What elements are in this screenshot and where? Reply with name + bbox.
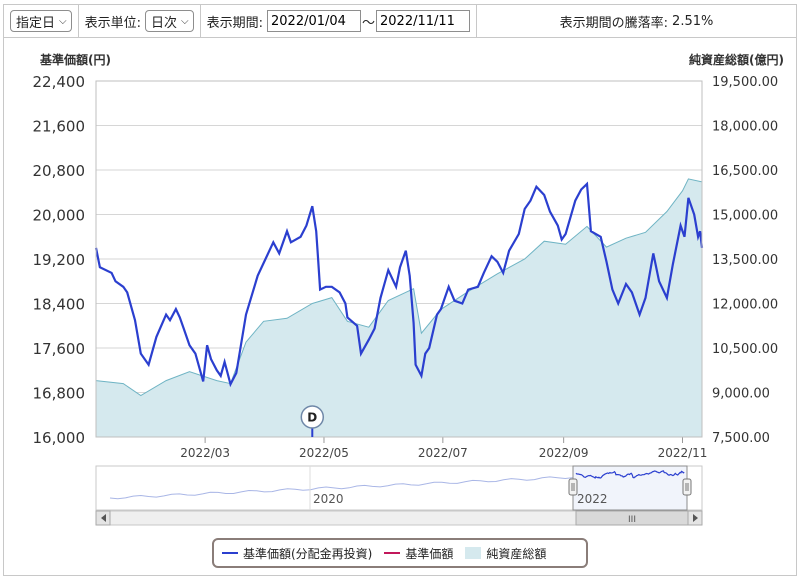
scrollbar-grip: III xyxy=(628,515,636,525)
left-tick-label: 16,000 xyxy=(33,429,86,447)
nav-reinvested-line xyxy=(94,181,704,388)
chart-frame xyxy=(3,38,797,576)
scrollbar[interactable]: III xyxy=(95,510,703,526)
chart-legend: 基準価額(分配金再投資) 基準価額 純資産総額 xyxy=(212,538,588,568)
date-mode-select[interactable]: 指定日 ⌵ xyxy=(10,10,72,32)
right-tick-label: 16,500.00 xyxy=(712,164,778,179)
event-marker[interactable]: D xyxy=(300,405,325,437)
scroll-left-button[interactable] xyxy=(95,510,111,526)
right-tick-label: 19,500.00 xyxy=(712,75,778,90)
legend-swatch-nav-reinvested xyxy=(222,552,238,554)
scroll-right-button[interactable] xyxy=(687,510,703,526)
left-tick-label: 22,400 xyxy=(33,73,86,91)
navigator-selected-line xyxy=(575,470,685,479)
unit-label: 表示単位: xyxy=(84,15,141,31)
change-label: 表示期間の騰落率: xyxy=(559,15,669,31)
navigator-year-2022: 2022 xyxy=(577,492,608,506)
legend-label-nav-reinvested: 基準価額(分配金再投資) xyxy=(243,546,373,561)
x-tick-label: 2022/09 xyxy=(539,446,589,460)
right-tick-label: 10,500.00 xyxy=(712,342,778,357)
x-tick-label: 2022/05 xyxy=(299,446,349,460)
left-tick-label: 16,800 xyxy=(33,385,86,403)
unit-value: 日次 xyxy=(151,15,178,31)
legend-item-nav-reinvested[interactable]: 基準価額(分配金再投資) xyxy=(222,545,372,562)
chart-toolbar: 指定日 ⌵ 表示単位: 日次 ⌵ 表示期間: 〜 表示期間の騰落率: 2.51% xyxy=(3,4,797,38)
arrow-right-icon xyxy=(693,514,698,522)
navigator-handle-right[interactable] xyxy=(682,478,692,496)
period-tilde: 〜 xyxy=(362,15,376,31)
right-tick-labels: 7,500.00 9,000.00 10,500.00 12,000.00 13,500… xyxy=(712,75,778,446)
right-tick-label: 12,000.00 xyxy=(712,298,778,313)
left-tick-label: 20,000 xyxy=(33,207,86,225)
event-marker-circle[interactable] xyxy=(300,405,325,429)
navigator-year-2020: 2020 xyxy=(313,492,344,506)
arrow-left-icon xyxy=(101,514,106,522)
change-cell: 表示期間の騰落率: 2.51% xyxy=(477,5,796,37)
change-value: 2.51% xyxy=(672,13,714,29)
date-mode-cell: 指定日 ⌵ xyxy=(4,5,79,37)
right-tick-label: 18,000.00 xyxy=(712,120,778,135)
navigator-overview-line xyxy=(109,476,574,500)
left-tick-label: 18,400 xyxy=(33,296,86,314)
chevron-down-icon: ⌵ xyxy=(59,15,67,27)
period-cell: 表示期間: 〜 xyxy=(201,5,478,37)
right-axis-title: 純資産総額(億円) xyxy=(689,52,784,67)
right-tick-label: 7,500.00 xyxy=(712,431,770,446)
period-label: 表示期間: xyxy=(206,15,263,31)
left-tick-labels: 16,000 16,800 17,600 18,400 19,200 20,000 20,8… xyxy=(33,73,86,447)
event-marker-label: D xyxy=(307,411,317,425)
x-tick-label: 2022/03 xyxy=(180,446,230,460)
legend-item-nav[interactable]: 基準価額 xyxy=(384,545,453,562)
legend-swatch-assets xyxy=(465,547,482,559)
right-tick-label: 15,000.00 xyxy=(712,209,778,224)
left-tick-label: 20,800 xyxy=(33,162,86,180)
legend-item-assets[interactable]: 純資産総額 xyxy=(465,545,546,562)
assets-area xyxy=(96,178,702,437)
start-date-input[interactable] xyxy=(267,10,361,32)
x-tick-labels: 2022/03 2022/05 2022/07 2022/09 2022/11 xyxy=(180,446,707,460)
date-mode-value: 指定日 xyxy=(16,15,56,31)
x-tick-label: 2022/07 xyxy=(418,446,468,460)
x-tick-label: 2022/11 xyxy=(658,446,708,460)
chevron-down-icon: ⌵ xyxy=(181,15,189,27)
navigator-handle-left[interactable] xyxy=(568,478,578,496)
end-date-input[interactable] xyxy=(376,10,471,32)
legend-label-nav: 基準価額 xyxy=(405,546,454,561)
left-tick-label: 17,600 xyxy=(33,340,86,358)
unit-select[interactable]: 日次 ⌵ xyxy=(145,10,194,32)
assets-line xyxy=(95,178,703,397)
left-tick-label: 19,200 xyxy=(33,251,86,269)
navigator[interactable]: 2020 2022 xyxy=(95,465,703,511)
plot-border xyxy=(95,80,703,438)
unit-cell: 表示単位: 日次 ⌵ xyxy=(79,5,201,37)
legend-label-assets: 純資産総額 xyxy=(486,546,547,561)
right-tick-label: 13,500.00 xyxy=(712,253,778,268)
right-tick-label: 9,000.00 xyxy=(712,387,770,402)
left-axis-title: 基準価額(円) xyxy=(39,52,111,67)
left-tick-label: 21,600 xyxy=(33,118,86,136)
legend-swatch-nav xyxy=(384,552,401,554)
